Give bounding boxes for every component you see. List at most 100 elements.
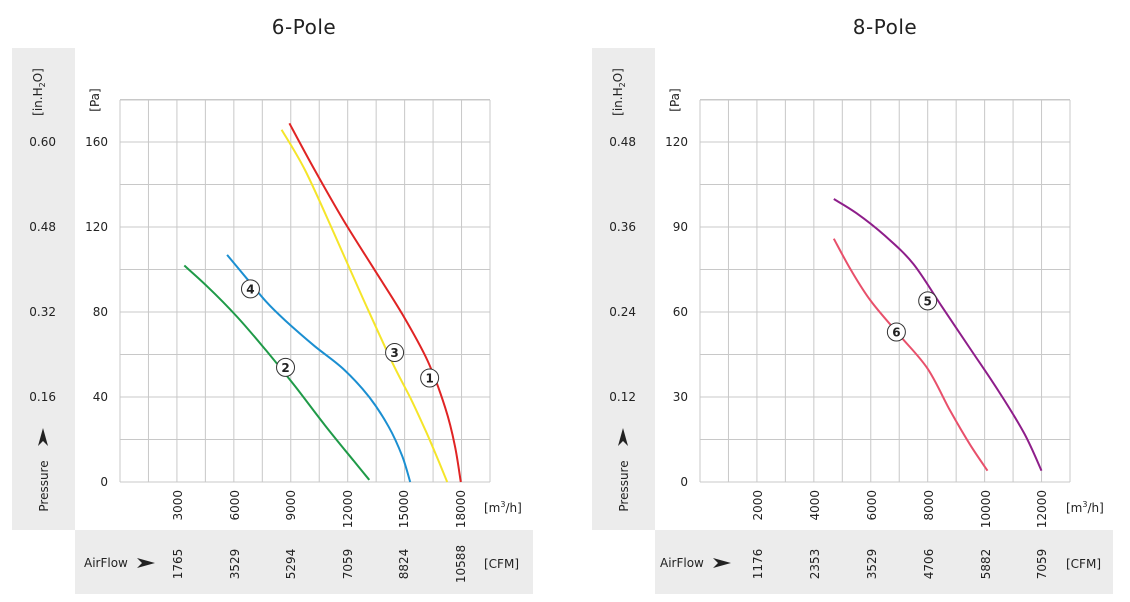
m3h-tick-label: 4000 xyxy=(808,490,822,521)
inh2o-unit-label: [in.H2O] xyxy=(31,68,47,116)
pa-tick-label: 80 xyxy=(93,305,108,319)
cfm-tick-label: 3529 xyxy=(865,549,879,580)
airflow-panel xyxy=(655,530,1113,594)
m3h-tick-label: 18000 xyxy=(454,490,468,528)
m3h-tick-label: 8000 xyxy=(922,490,936,521)
m3h-tick-label: 10000 xyxy=(979,490,993,528)
cfm-tick-label: 7059 xyxy=(1035,549,1049,580)
m3h-unit-label: [m3/h] xyxy=(1066,500,1104,515)
m3h-unit-end: /h] xyxy=(505,501,521,515)
airflow-axis-label: AirFlow xyxy=(84,556,128,570)
inh2o-unit-main: [in.H xyxy=(611,87,625,115)
cfm-tick-label: 1765 xyxy=(171,549,185,580)
cfm-tick-label: 3529 xyxy=(228,549,242,580)
curve-marker-2: 2 xyxy=(276,357,296,377)
pa-unit-label: [Pa] xyxy=(668,88,682,111)
series-curve-1 xyxy=(288,122,462,483)
pressure-panel xyxy=(12,48,75,530)
m3h-tick-label: 6000 xyxy=(228,490,242,521)
cfm-unit-label: [CFM] xyxy=(1066,557,1101,571)
pressure-axis-label: Pressure xyxy=(37,460,51,511)
inh2o-tick-label: 0.48 xyxy=(29,220,56,234)
cfm-tick-label: 8824 xyxy=(397,549,411,580)
m3h-unit-sup: 3 xyxy=(1082,500,1087,509)
m3h-unit-main: [m xyxy=(484,501,500,515)
pa-tick-label: 160 xyxy=(85,135,108,149)
marker-circle xyxy=(918,291,938,311)
cfm-tick-label: 5294 xyxy=(284,549,298,580)
m3h-tick-label: 2000 xyxy=(751,490,765,521)
cfm-tick-label: 7059 xyxy=(341,549,355,580)
marker-label: 1 xyxy=(425,372,433,386)
cfm-tick-label: 4706 xyxy=(922,549,936,580)
pa-unit-label: [Pa] xyxy=(88,88,102,111)
pa-tick-label: 40 xyxy=(93,390,108,404)
marker-label: 4 xyxy=(246,282,254,296)
chart-title: 6-Pole xyxy=(272,15,336,39)
pa-tick-label: 0 xyxy=(100,475,108,489)
curve-marker-6: 6 xyxy=(886,322,906,342)
pressure-arrow-icon xyxy=(618,428,628,446)
inh2o-unit-main: [in.H xyxy=(31,87,45,115)
series-curve-6 xyxy=(832,238,989,472)
chart-title: 8-Pole xyxy=(853,15,917,39)
pressure-panel xyxy=(592,48,655,530)
marker-label: 2 xyxy=(281,361,289,375)
m3h-tick-label: 3000 xyxy=(171,490,185,521)
pa-tick-label: 90 xyxy=(673,220,688,234)
pa-tick-label: 120 xyxy=(665,135,688,149)
marker-circle xyxy=(276,357,296,377)
m3h-unit-main: [m xyxy=(1066,501,1082,515)
cfm-unit-label: [CFM] xyxy=(484,557,519,571)
pressure-axis-label: Pressure xyxy=(617,460,631,511)
cfm-tick-label: 5882 xyxy=(979,549,993,580)
series-curve-5 xyxy=(833,198,1043,472)
airflow-arrow-icon xyxy=(713,558,731,568)
series-curve-3 xyxy=(280,129,449,483)
inh2o-unit-sub: 2 xyxy=(618,82,627,87)
inh2o-tick-label: 0.12 xyxy=(609,390,636,404)
inh2o-tick-label: 0.48 xyxy=(609,135,636,149)
m3h-tick-label: 9000 xyxy=(284,490,298,521)
m3h-tick-label: 15000 xyxy=(397,490,411,528)
curve-marker-1: 1 xyxy=(420,368,440,388)
pa-tick-label: 120 xyxy=(85,220,108,234)
m3h-unit-sup: 3 xyxy=(500,500,505,509)
chart-2: 8-Pole [Pa] [in.H2O] 120 90 60 30 0 0.48 0.36 0.24… xyxy=(592,15,1113,594)
curve-marker-4: 4 xyxy=(240,279,260,299)
inh2o-unit-sub: 2 xyxy=(38,82,47,87)
curve-marker-5: 5 xyxy=(918,291,938,311)
airflow-arrow-icon xyxy=(137,558,155,568)
inh2o-tick-label: 0.16 xyxy=(29,390,56,404)
m3h-tick-label: 12000 xyxy=(1035,490,1049,528)
cfm-tick-label: 10588 xyxy=(454,545,468,583)
curve-marker-3: 3 xyxy=(385,343,405,363)
airflow-axis-label: AirFlow xyxy=(660,556,704,570)
m3h-unit-label: [m3/h] xyxy=(484,500,522,515)
inh2o-unit-label: [in.H2O] xyxy=(611,68,627,116)
marker-label: 5 xyxy=(924,294,932,308)
series-curve-2 xyxy=(183,264,371,481)
pressure-arrow-icon xyxy=(38,428,48,446)
m3h-tick-label: 12000 xyxy=(341,490,355,528)
pa-tick-label: 30 xyxy=(673,390,688,404)
marker-circle xyxy=(240,279,260,299)
m3h-unit-end: /h] xyxy=(1087,501,1103,515)
pa-tick-label: 60 xyxy=(673,305,688,319)
marker-circle xyxy=(886,322,906,342)
marker-circle xyxy=(385,343,405,363)
chart-1: 6-Pole[Pa][in.H2O]160120804000.600.480.3… xyxy=(12,15,533,594)
m3h-tick-label: 6000 xyxy=(865,490,879,521)
marker-label: 6 xyxy=(892,326,900,340)
inh2o-unit-end: O] xyxy=(31,68,45,82)
inh2o-tick-label: 0.24 xyxy=(609,305,636,319)
marker-label: 3 xyxy=(390,346,398,360)
marker-circle xyxy=(420,368,440,388)
inh2o-tick-label: 0.60 xyxy=(29,135,56,149)
inh2o-unit-end: O] xyxy=(611,68,625,82)
inh2o-tick-label: 0.32 xyxy=(29,305,56,319)
cfm-tick-label: 1176 xyxy=(751,549,765,580)
inh2o-tick-label: 0.36 xyxy=(609,220,636,234)
cfm-tick-label: 2353 xyxy=(808,549,822,580)
